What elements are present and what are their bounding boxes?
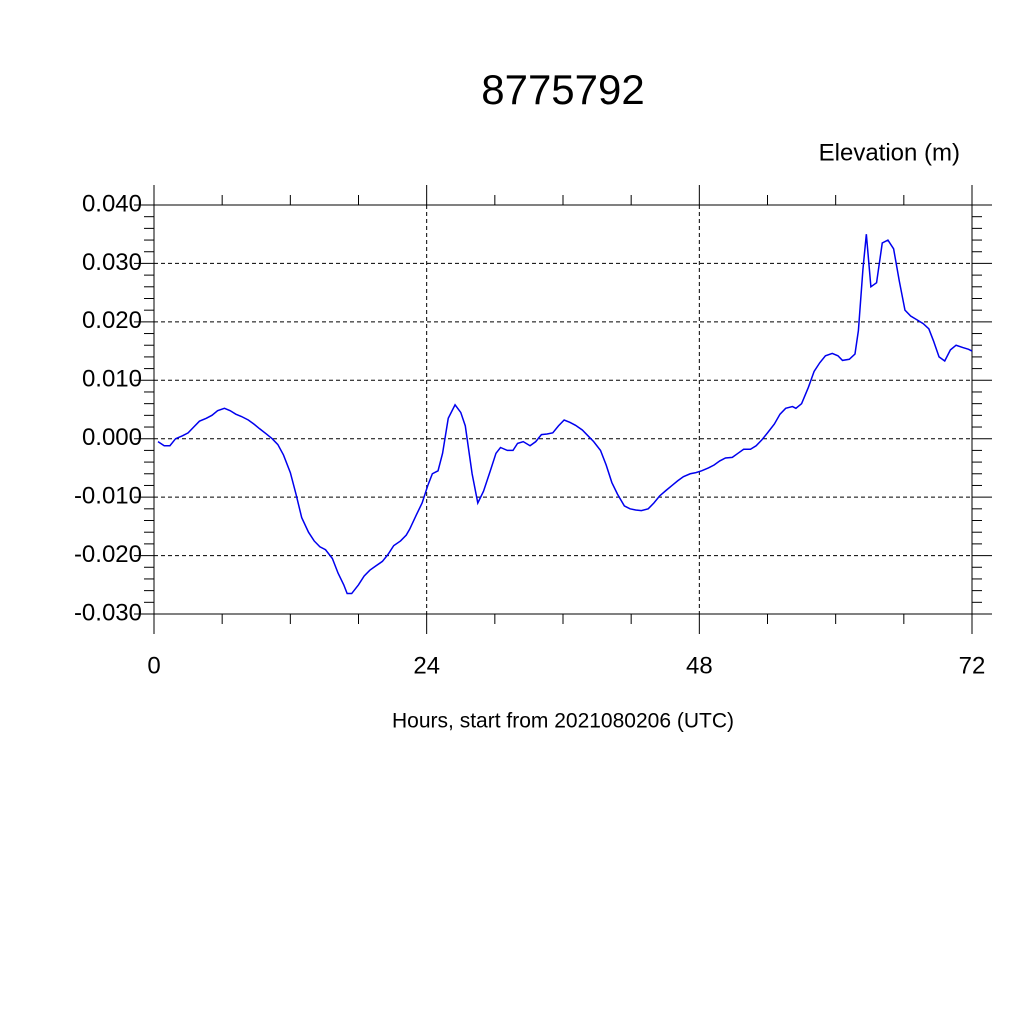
y-tick-label: 0.030 bbox=[82, 249, 142, 276]
y-axis-label: Elevation (m) bbox=[819, 139, 960, 166]
plot-frame bbox=[153, 204, 973, 615]
chart-title: 8775792 bbox=[481, 66, 645, 113]
y-tick-label: 0.020 bbox=[82, 307, 142, 334]
x-tick-label: 24 bbox=[413, 652, 440, 679]
y-tick-label: 0.000 bbox=[82, 424, 142, 451]
x-tick-label: 48 bbox=[686, 652, 713, 679]
x-tick-label: 72 bbox=[959, 652, 986, 679]
series-line bbox=[157, 234, 973, 595]
x-tick-label: 0 bbox=[147, 652, 160, 679]
y-tick-label: -0.020 bbox=[74, 541, 142, 568]
y-tick-label: -0.010 bbox=[74, 482, 142, 509]
x-axis-label: Hours, start from 2021080206 (UTC) bbox=[392, 710, 734, 733]
y-tick-label: -0.030 bbox=[74, 599, 142, 626]
y-tick-label: 0.010 bbox=[82, 366, 142, 393]
y-tick-label: 0.040 bbox=[82, 190, 142, 217]
